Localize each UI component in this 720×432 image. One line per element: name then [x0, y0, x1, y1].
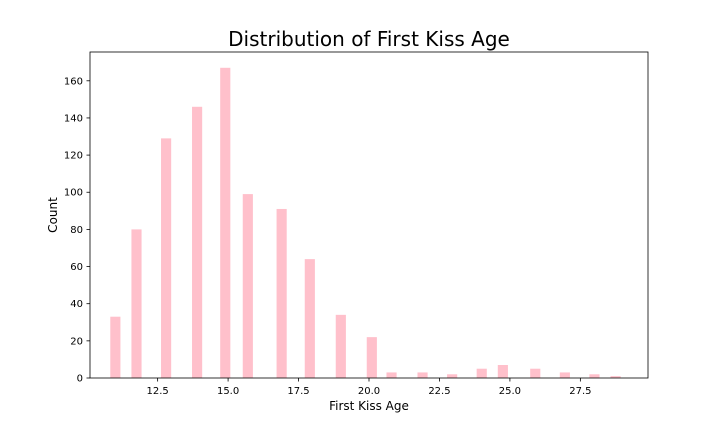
bar [559, 372, 570, 378]
bar [110, 316, 121, 378]
y-tick-label: 40 [70, 299, 83, 310]
y-tick-label: 60 [70, 262, 83, 273]
bar [417, 372, 428, 378]
bar [192, 106, 203, 378]
bar [589, 374, 600, 378]
x-axis-ticks: 12.5 15.0 17.5 20.0 22.5 25.0 27.5 [147, 378, 591, 397]
x-tick-label: 20.0 [358, 386, 380, 397]
x-tick-label: 25.0 [499, 386, 521, 397]
bar [366, 337, 377, 378]
bar [220, 67, 231, 378]
plot-frame [89, 51, 649, 379]
y-tick-label: 0 [77, 374, 83, 385]
x-tick-label: 22.5 [428, 386, 450, 397]
chart-title: Distribution of First Kiss Age [228, 27, 510, 51]
y-tick-label: 140 [64, 113, 83, 124]
bar [497, 364, 508, 378]
bar [335, 314, 346, 378]
y-axis-ticks: 0 20 40 60 80 100 120 140 160 [64, 76, 90, 385]
y-tick-label: 20 [70, 336, 83, 347]
x-axis-label: First Kiss Age [329, 399, 409, 413]
bar [161, 138, 172, 378]
bar [131, 229, 142, 378]
y-tick-label: 160 [64, 76, 83, 87]
bar [447, 374, 458, 378]
y-tick-label: 100 [64, 188, 83, 199]
x-tick-label: 17.5 [287, 386, 309, 397]
y-axis-label: Count [46, 197, 60, 233]
x-tick-label: 15.0 [217, 386, 239, 397]
y-tick-label: 80 [70, 225, 83, 236]
bar [530, 368, 541, 378]
bar [476, 368, 487, 378]
bar [276, 208, 287, 378]
x-tick-label: 27.5 [569, 386, 591, 397]
bar [242, 194, 253, 378]
bars-group [110, 67, 621, 378]
bar [304, 259, 315, 378]
bar [610, 376, 621, 378]
bar [386, 372, 397, 378]
y-tick-label: 120 [64, 151, 83, 162]
x-tick-label: 12.5 [147, 386, 169, 397]
